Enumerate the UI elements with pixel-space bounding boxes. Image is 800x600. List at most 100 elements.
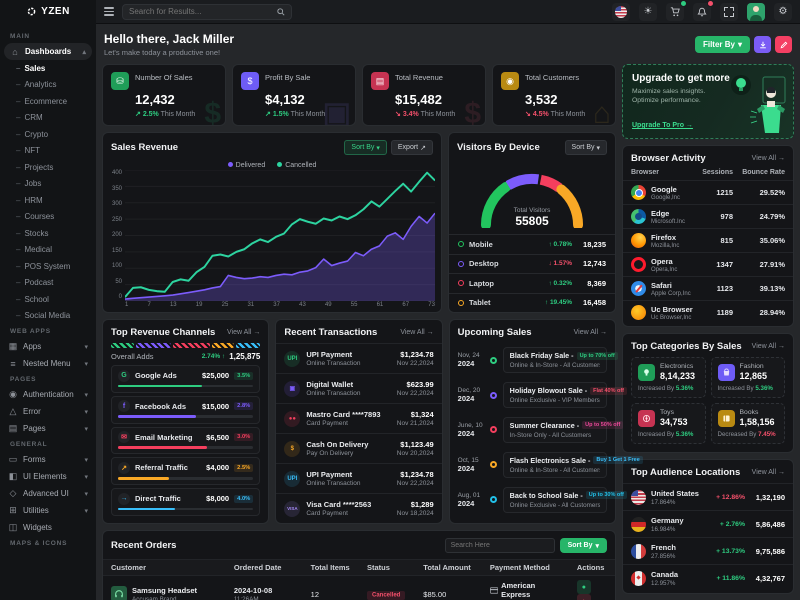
download-button[interactable] — [754, 36, 771, 53]
sidebar-item-social-media[interactable]: – Social Media — [16, 311, 71, 321]
sidebar-item-podcast[interactable]: – Podcast — [16, 278, 54, 288]
location-row-french[interactable]: French 27.856% + 13.73% 9,75,586 — [623, 537, 793, 564]
transaction-row[interactable]: ●● Mastro Card ****7893 Card Payment $1,324… — [276, 403, 442, 433]
visitors-gauge-chart[interactable] — [457, 162, 607, 230]
sidebar-item-widgets[interactable]: ◫ Widgets — [8, 522, 52, 532]
browser-row-safari[interactable]: Safari Apple Corp,Inc 1123 39.13% — [623, 276, 793, 300]
sidebar-item-nft[interactable]: – NFT — [16, 146, 41, 156]
sidebar-item-stocks[interactable]: – Stocks — [16, 228, 49, 238]
category-fashion[interactable]: Fashion 12,865 Increased By 5.36% — [710, 357, 785, 398]
sidebar-item-error[interactable]: △ Error ▾ — [9, 406, 88, 416]
upcoming-sale-row[interactable]: June, 10 2024 Summer Clearance - Up to 50% … — [458, 413, 624, 448]
device-row-desktop[interactable]: Desktop ↓ 1.57% 12,743 — [449, 255, 615, 274]
search-input[interactable] — [129, 7, 273, 16]
sidebar-item-advanced-ui[interactable]: ◇ Advanced UI ▾ — [9, 488, 88, 498]
device-row-mobile[interactable]: Mobile ↑ 0.78% 18,235 — [449, 235, 615, 255]
order-row[interactable]: Samsung Headset Accusam Brand 2024-10-08 1… — [103, 575, 615, 600]
firefox-icon — [631, 233, 646, 248]
upcoming-sale-row[interactable]: Dec, 20 2024 Holiday Blowout Sale - Flat 40… — [458, 378, 628, 413]
sidebar-item-analytics[interactable]: – Analytics — [16, 80, 57, 90]
upcoming-sale-row[interactable]: Oct, 15 2024 Flash Electronics Sale - Buy 1… — [458, 447, 643, 482]
sidebar-item-hrm[interactable]: – HRM — [16, 195, 43, 205]
upcoming-sale-row[interactable]: Aug, 01 2024 Back to School Sale - Up to 30… — [458, 482, 627, 517]
channel-facebook-ads[interactable]: f Facebook Ads $15,000 2.8% — [111, 395, 261, 424]
chevron-down-icon: ▾ — [737, 40, 742, 49]
sidebar-item-pages[interactable]: ▤ Pages ▾ — [8, 423, 88, 433]
fullscreen-icon[interactable] — [720, 2, 738, 21]
envelope-icon: ✉ — [118, 431, 130, 444]
sidebar-section-general: GENERAL — [10, 441, 48, 448]
browser-row-firefox[interactable]: Firefox Mozilla,Inc 815 35.06% — [623, 228, 793, 252]
browser-row-uc[interactable]: Uc Browser Uc Browser,Inc 1189 28.94% — [623, 300, 793, 324]
global-search[interactable] — [122, 3, 292, 20]
browser-row-edge[interactable]: Edge Microsoft.Inc 978 24.79% — [623, 204, 793, 228]
browser-row-opera[interactable]: Opera Opera,Inc 1347 27.91% — [623, 252, 793, 276]
sidebar-item-apps[interactable]: ▦ Apps ▾ — [8, 341, 88, 351]
sidebar-item-ui-elements[interactable]: ◧ UI Elements ▾ — [8, 471, 88, 481]
view-all-link[interactable]: View All → — [226, 329, 261, 336]
location-row-germany[interactable]: Germany 16.984% + 2.76% 5,86,486 — [623, 510, 793, 537]
sort-by-button[interactable]: Sort By ▾ — [344, 140, 387, 155]
sidebar-item-crm[interactable]: – CRM — [16, 113, 43, 123]
transaction-row[interactable]: $ Cash On Delivery Pay On Delivery $1,123.4… — [276, 433, 442, 463]
view-order-button[interactable]: ● — [576, 580, 591, 594]
transaction-row[interactable]: VISA Visa Card ****2563 Card Payment $1,289… — [276, 493, 442, 523]
filter-by-button[interactable]: Filter By ▾ — [694, 36, 750, 53]
sidebar-item-utilities[interactable]: ⊞ Utilities ▾ — [9, 505, 88, 515]
category-toys[interactable]: Toys 34,753 Increased By 5.36% — [631, 403, 706, 444]
sidebar-item-school[interactable]: – School — [16, 294, 49, 304]
sidebar-item-sales[interactable]: – Sales — [16, 63, 46, 73]
view-all-link[interactable]: View All → — [573, 329, 607, 336]
download-invoice-button[interactable]: ↓ — [576, 594, 591, 600]
transaction-row[interactable]: UPI UPI Payment Online Transaction $1,234.7… — [276, 343, 442, 373]
orders-sort-button[interactable]: Sort By ▾ — [559, 538, 607, 553]
browser-row-google[interactable]: Google Google,Inc 1215 29.52% — [623, 180, 793, 204]
view-all-link[interactable]: View All → — [751, 343, 785, 350]
cart-icon[interactable] — [666, 0, 687, 21]
google-icon: G — [118, 369, 130, 382]
channel-referral-traffic[interactable]: ↗ Referral Traffic $4,000 2.5% — [111, 457, 261, 486]
transaction-row[interactable]: ▣ Digital Wallet Online Transaction $623.99… — [276, 373, 442, 403]
sidebar-item-jobs[interactable]: – Jobs — [16, 179, 42, 189]
device-row-laptop[interactable]: Laptop ↑ 0.32% 8,369 — [449, 274, 615, 294]
settings-gear-icon[interactable]: ⚙ — [774, 2, 792, 21]
sidebar-item-projects[interactable]: – Projects — [16, 162, 54, 172]
sidebar-item-courses[interactable]: – Courses — [16, 212, 55, 222]
channel-email-marketing[interactable]: ✉ Email Marketing $6,500 3.0% — [111, 426, 261, 455]
sidebar-item-authentication[interactable]: ◉ Authentication ▾ — [9, 389, 88, 399]
sidebar-item-nested-menu[interactable]: ≡ Nested Menu ▾ — [0, 355, 96, 372]
device-row-tablet[interactable]: Tablet ↑ 19.45% 16,458 — [449, 294, 615, 313]
export-button[interactable]: Export ↗ — [390, 140, 433, 155]
sort-by-button[interactable]: Sort By ▾ — [564, 140, 607, 155]
sidebar-item-medical[interactable]: – Medical — [16, 245, 53, 255]
upgrade-to-pro-link[interactable]: Upgrade To Pro → — [632, 122, 693, 129]
search-icon[interactable] — [277, 7, 285, 16]
view-all-link[interactable]: View All → — [400, 329, 434, 336]
user-avatar[interactable] — [747, 2, 765, 21]
brand-logo[interactable]: YZEN — [0, 0, 96, 24]
sidebar-item-ecommerce[interactable]: – Ecommerce — [16, 96, 68, 106]
view-all-link[interactable]: View All → — [751, 469, 785, 476]
sidebar-item-forms[interactable]: ▭ Forms ▾ — [8, 454, 88, 464]
channel-google-ads[interactable]: G Google Ads $25,000 3.5% — [111, 365, 261, 393]
transaction-row[interactable]: UPI UPI Payment Online Transaction $1,234.7… — [276, 463, 442, 493]
menu-toggle-icon[interactable] — [104, 7, 114, 16]
view-all-link[interactable]: View All → — [751, 155, 785, 162]
orders-search-input[interactable] — [450, 542, 549, 549]
sidebar-item-dashboards[interactable]: ⌂ Dashboards ▴ — [4, 43, 92, 60]
upcoming-sale-row[interactable]: Nov, 24 2024 Black Friday Sale - Up to 70% … — [458, 343, 618, 378]
sidebar-item-crypto[interactable]: – Crypto — [16, 129, 49, 139]
category-electronics[interactable]: Electronics 8,14,233 Increased By 5.36% — [631, 357, 706, 398]
sidebar-item-pos-system[interactable]: – POS System — [16, 261, 71, 271]
orders-search[interactable] — [444, 538, 555, 553]
location-row-united-states[interactable]: United States 17.864% + 12.86% 1,32,190 — [623, 483, 793, 510]
theme-toggle-icon[interactable]: ☀ — [639, 2, 657, 21]
category-books[interactable]: Books 1,58,156 Decreased By 7.45% — [710, 403, 785, 444]
country-flag-icon[interactable] — [612, 2, 630, 21]
upgrade-banner[interactable]: Upgrade to get more Maximize sales insig… — [622, 64, 794, 139]
edit-button[interactable] — [775, 36, 792, 53]
sales-revenue-line-chart[interactable] — [125, 170, 435, 301]
notifications-bell-icon[interactable] — [693, 0, 714, 21]
location-row-canada[interactable]: Canada 12.957% + 11.86% 4,32,767 — [623, 564, 793, 591]
channel-direct-traffic[interactable]: → Direct Traffic $8,000 4.0% — [111, 488, 261, 516]
